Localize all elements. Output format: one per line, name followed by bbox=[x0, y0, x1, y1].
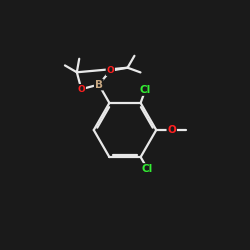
Text: Cl: Cl bbox=[140, 85, 151, 95]
Text: B: B bbox=[95, 80, 103, 90]
Text: O: O bbox=[168, 125, 176, 135]
Text: O: O bbox=[78, 85, 85, 94]
Text: O: O bbox=[106, 66, 114, 75]
Text: Cl: Cl bbox=[142, 164, 153, 174]
